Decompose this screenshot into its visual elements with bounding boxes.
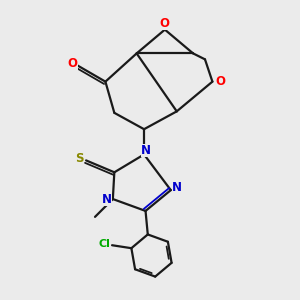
Text: N: N <box>172 181 182 194</box>
Text: N: N <box>140 143 151 157</box>
Text: N: N <box>102 193 112 206</box>
Text: O: O <box>160 17 170 30</box>
Text: O: O <box>68 57 78 70</box>
Text: O: O <box>216 75 226 88</box>
Text: Cl: Cl <box>99 239 111 249</box>
Text: S: S <box>75 152 84 165</box>
